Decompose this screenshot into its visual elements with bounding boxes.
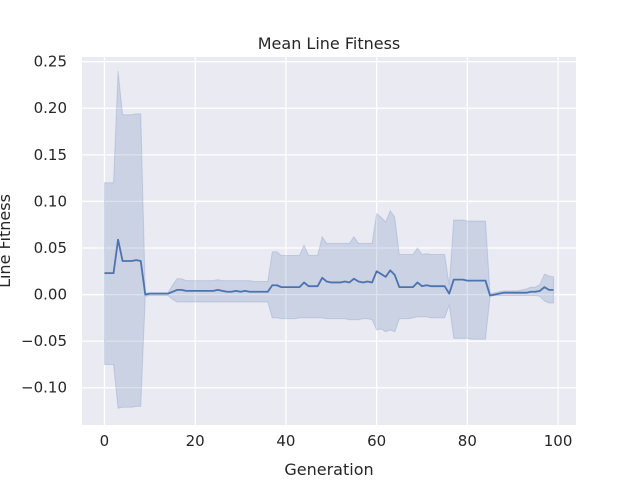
y-tick-label: −0.05 (21, 332, 67, 350)
mean-line (104, 238, 554, 297)
grid-lines (82, 57, 576, 425)
confidence-band (103, 70, 555, 409)
x-tick-label: 80 (458, 432, 477, 450)
y-tick-label: −0.10 (21, 379, 67, 397)
x-tick-labels: 0 20 40 60 80 100 (100, 432, 573, 450)
x-tick-label: 100 (544, 432, 573, 450)
y-tick-label: 0.05 (34, 239, 67, 257)
x-tick-label: 40 (276, 432, 295, 450)
plot-background (82, 57, 576, 425)
x-axis-label: Generation (284, 460, 373, 479)
y-tick-label: 0.10 (34, 192, 67, 210)
x-tick-label: 20 (186, 432, 205, 450)
y-axis-label: Line Fitness (0, 194, 14, 288)
y-tick-label: 0.15 (34, 146, 67, 164)
chart-title: Mean Line Fitness (258, 34, 401, 53)
y-tick-label: 0.00 (34, 286, 67, 304)
x-tick-label: 60 (367, 432, 386, 450)
x-tick-label: 0 (100, 432, 110, 450)
y-tick-labels: −0.10 −0.05 0.00 0.05 0.10 0.15 0.20 0.25 (21, 53, 67, 397)
y-tick-label: 0.20 (34, 99, 67, 117)
y-tick-label: 0.25 (34, 53, 67, 71)
